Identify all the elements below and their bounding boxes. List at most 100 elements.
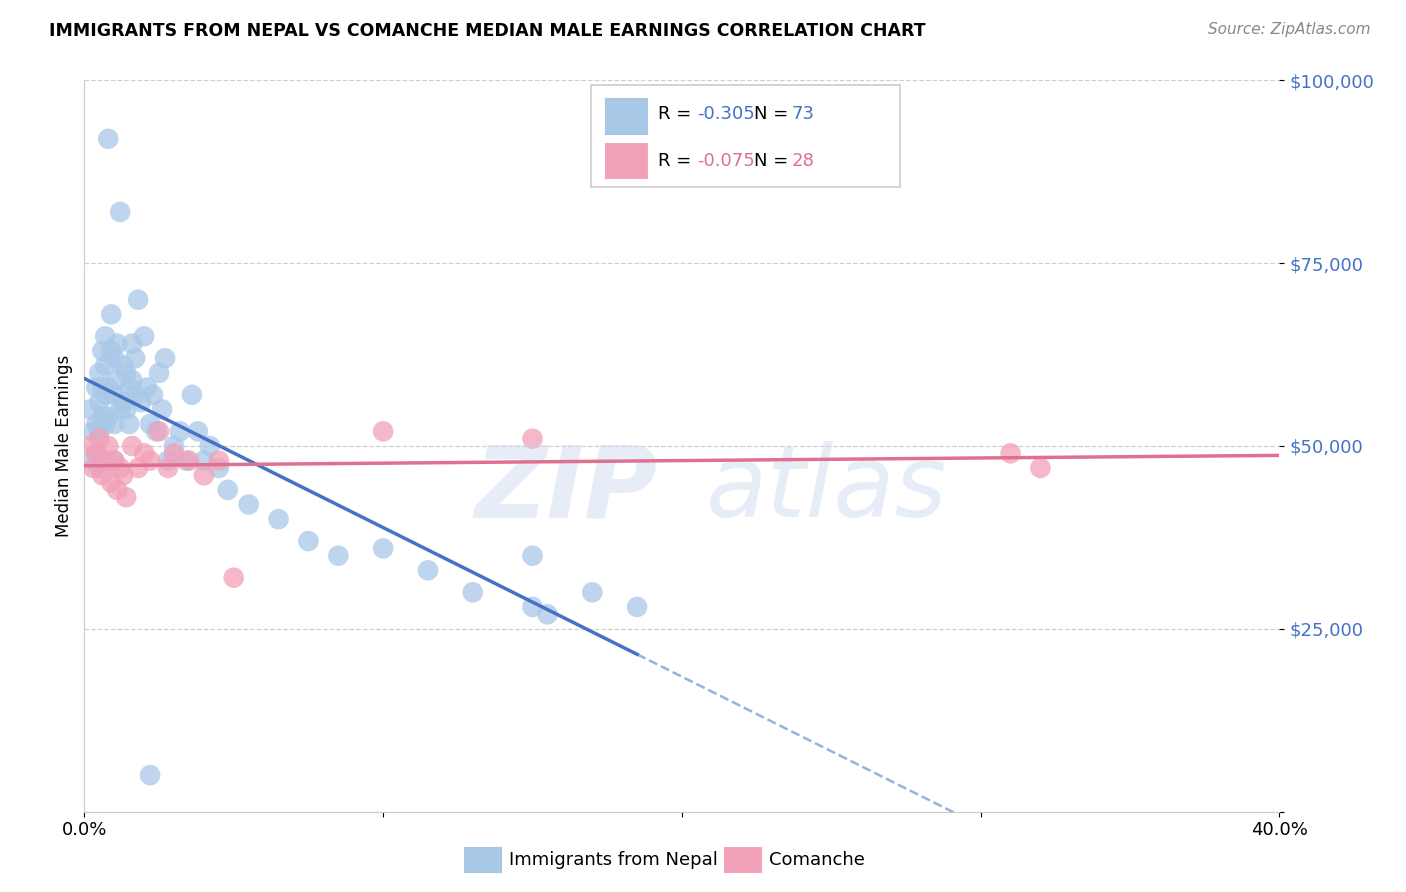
Point: [121, 336, 143, 351]
Point: [97, 380, 120, 394]
Point: [115, 490, 138, 504]
Point: [89, 461, 111, 475]
Point: [110, 402, 132, 417]
Point: [238, 498, 260, 512]
Point: [94, 329, 117, 343]
Point: [91, 343, 114, 358]
Point: [94, 453, 117, 467]
Point: [127, 461, 149, 475]
Point: [153, 351, 176, 366]
Point: [82, 461, 104, 475]
Point: [86, 417, 108, 431]
Point: [208, 461, 231, 475]
Point: [97, 132, 120, 146]
Point: [132, 446, 156, 460]
Point: [139, 453, 162, 467]
Text: 73: 73: [792, 105, 814, 123]
Point: [148, 366, 170, 380]
Point: [112, 359, 135, 373]
Point: [82, 425, 104, 439]
Point: [79, 402, 101, 417]
Point: [145, 425, 167, 439]
Point: [118, 380, 141, 394]
Point: [89, 432, 111, 446]
Point: [142, 388, 165, 402]
Point: [522, 432, 544, 446]
Point: [105, 483, 128, 497]
Point: [115, 402, 138, 417]
Text: IMMIGRANTS FROM NEPAL VS COMANCHE MEDIAN MALE EARNINGS CORRELATION CHART: IMMIGRANTS FROM NEPAL VS COMANCHE MEDIAN…: [49, 22, 925, 40]
Point: [100, 475, 122, 490]
Point: [79, 439, 101, 453]
Point: [124, 351, 146, 366]
Point: [110, 461, 132, 475]
Point: [86, 446, 108, 460]
Point: [297, 534, 319, 549]
Point: [127, 293, 149, 307]
Point: [105, 373, 128, 387]
Y-axis label: Median Male Earnings: Median Male Earnings: [55, 355, 73, 537]
Point: [94, 388, 117, 402]
Point: [100, 343, 122, 358]
Point: [89, 425, 111, 439]
Text: N =: N =: [754, 152, 793, 169]
Point: [217, 483, 239, 497]
Point: [581, 585, 603, 599]
Point: [124, 388, 146, 402]
Point: [193, 468, 215, 483]
Point: [86, 446, 108, 460]
Point: [169, 425, 191, 439]
Point: [208, 453, 231, 467]
Point: [118, 417, 141, 431]
Point: [132, 329, 156, 343]
Point: [91, 409, 114, 424]
Text: Immigrants from Nepal: Immigrants from Nepal: [509, 851, 718, 869]
Point: [157, 461, 180, 475]
Point: [89, 366, 111, 380]
Point: [522, 599, 544, 614]
Point: [522, 549, 544, 563]
Point: [181, 388, 204, 402]
Point: [267, 512, 290, 526]
Point: [198, 439, 221, 453]
Text: R =: R =: [658, 105, 697, 123]
Point: [112, 395, 135, 409]
Point: [94, 359, 117, 373]
Text: Source: ZipAtlas.com: Source: ZipAtlas.com: [1208, 22, 1371, 37]
Point: [416, 563, 439, 577]
Point: [82, 453, 104, 467]
Point: [91, 468, 114, 483]
Point: [100, 307, 122, 321]
Point: [163, 446, 186, 460]
Text: 28: 28: [792, 152, 814, 169]
Point: [105, 336, 128, 351]
Point: [136, 380, 159, 394]
Point: [121, 373, 143, 387]
Point: [103, 453, 125, 467]
Point: [148, 425, 170, 439]
Text: -0.305: -0.305: [697, 105, 755, 123]
Point: [174, 453, 197, 467]
Text: atlas: atlas: [706, 442, 948, 539]
Text: N =: N =: [754, 105, 793, 123]
Point: [461, 585, 484, 599]
Point: [94, 417, 117, 431]
Point: [373, 541, 395, 556]
Point: [97, 439, 120, 453]
Text: ZIP: ZIP: [475, 442, 658, 539]
Point: [328, 549, 350, 563]
Point: [157, 453, 180, 467]
Point: [103, 453, 125, 467]
Point: [536, 607, 558, 622]
Text: -0.075: -0.075: [697, 152, 755, 169]
Point: [86, 380, 108, 394]
Point: [626, 599, 648, 614]
Point: [139, 417, 162, 431]
Point: [1000, 446, 1022, 460]
Point: [110, 205, 132, 219]
Point: [1029, 461, 1052, 475]
Point: [139, 768, 162, 782]
Point: [150, 402, 173, 417]
Point: [187, 425, 209, 439]
Point: [373, 425, 395, 439]
